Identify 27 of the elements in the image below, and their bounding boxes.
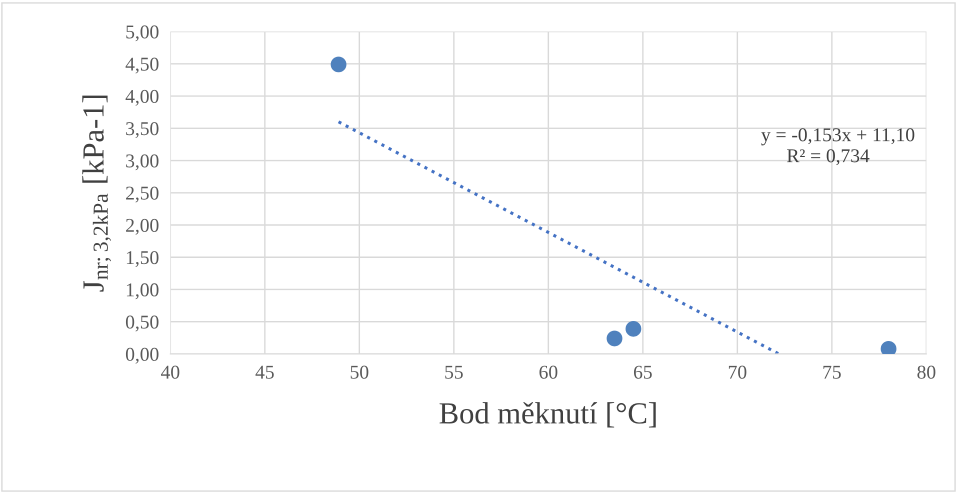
x-tick-label: 50 bbox=[350, 366, 368, 379]
x-tick-label: 60 bbox=[539, 366, 558, 379]
y-tick-label: 3,00 bbox=[126, 154, 158, 170]
x-tick-label: 70 bbox=[728, 366, 746, 379]
annotation: R² = 0,734 bbox=[787, 149, 870, 166]
annotation: y = -0,153x + 11,10 bbox=[761, 128, 914, 146]
point bbox=[606, 330, 622, 346]
y-tick-label: 4,00 bbox=[126, 90, 158, 106]
y-tick-label: 1,50 bbox=[126, 251, 158, 267]
y-tick-label: 2,00 bbox=[126, 218, 158, 235]
y-axis-title: J$_{nr;3,2kPa}$ [kPa-1] bbox=[82, 96, 111, 292]
y-tick-label: 0,50 bbox=[126, 316, 158, 332]
y-tick-label: 4,50 bbox=[126, 58, 158, 74]
x-tick-label: 80 bbox=[917, 366, 936, 379]
x-tick-label: 55 bbox=[445, 366, 463, 379]
y-tick-label: 1,00 bbox=[126, 283, 158, 300]
x-tick-label: 65 bbox=[634, 366, 652, 379]
x-axis-title: Bod měknutí [°C] bbox=[440, 402, 656, 428]
point bbox=[330, 56, 346, 72]
point bbox=[626, 320, 642, 337]
y-tick-label: 3,50 bbox=[126, 122, 158, 138]
y-tick-label: 0,00 bbox=[126, 348, 158, 364]
x-tick-label: 40 bbox=[161, 366, 180, 379]
x-tick-label: 75 bbox=[823, 366, 841, 379]
y-tick-label: 5,00 bbox=[126, 25, 158, 42]
y-tick-label: 2,50 bbox=[126, 186, 158, 202]
x-tick-label: 45 bbox=[256, 366, 274, 379]
